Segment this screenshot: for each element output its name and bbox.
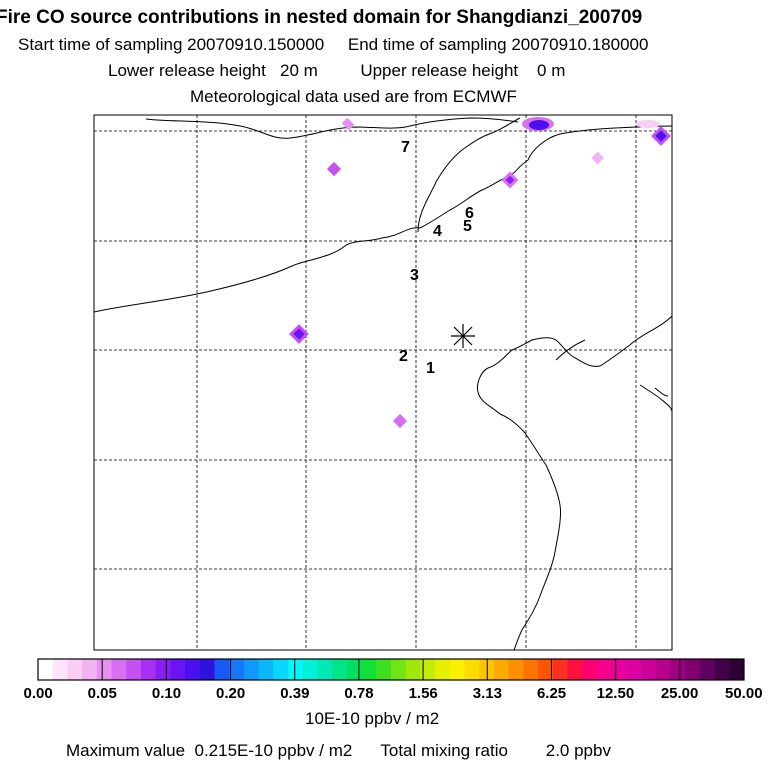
colorbar-tick-label: 3.13: [472, 685, 502, 702]
colorbar-unit: 10E-10 ppbv / m2: [305, 709, 440, 728]
end-label: End time of sampling: [347, 35, 507, 54]
colorbar-tick-label: 0.20: [216, 685, 246, 702]
start-value: 20070910.150000: [187, 35, 325, 54]
release-heights: Lower release height 20 m Upper release …: [108, 62, 565, 79]
trajectory-point: 2: [399, 348, 408, 365]
spot-small-b: [341, 117, 355, 131]
colorbar-tick-label: 1.56: [408, 685, 438, 702]
colorbar-tick-label: 50.00: [725, 685, 763, 702]
colorbar-tick-label: 0.78: [344, 685, 374, 702]
trajectory-point: 5: [463, 218, 472, 235]
sampling-times: Start time of sampling 20070910.150000 E…: [18, 36, 648, 53]
spot-small-d: [392, 413, 408, 429]
trajectory-point: 6: [465, 205, 474, 222]
total-value: 2.0 ppbv: [545, 741, 611, 760]
spot-small-a: [326, 161, 342, 177]
spot-small-c: [591, 151, 605, 165]
start-label: Start time of sampling: [18, 35, 183, 54]
trajectory-point: 7: [401, 139, 410, 156]
lower-label: Lower release height: [108, 61, 266, 80]
chart-title: Fire CO source contributions in nested d…: [0, 7, 643, 28]
colorbar-tick-label: 12.50: [596, 685, 635, 702]
colorbar-tick-label: 25.00: [660, 685, 699, 702]
trajectory-point: 1: [426, 360, 435, 377]
colorbar-tick-label: 0.39: [280, 685, 310, 702]
total-label: Total mixing ratio: [380, 741, 508, 760]
max-value: 0.215E-10 ppbv / m2: [194, 741, 353, 760]
met-data-note: Meteorological data used are from ECMWF: [190, 87, 517, 106]
spot-west-large: [289, 324, 309, 344]
upper-value: 0 m: [537, 61, 566, 80]
colorbar-tick-label: 0.10: [151, 685, 182, 702]
colorbar-tick-label: 0.05: [87, 685, 117, 702]
end-value: 20070910.180000: [511, 35, 649, 54]
spot-north-border-large: [522, 117, 554, 131]
trajectory-point: 3: [410, 267, 419, 284]
colorbar-tick-label: 0.00: [23, 685, 53, 702]
concentration-spots: [289, 117, 671, 429]
trajectory-point: 4: [433, 223, 442, 240]
footer-summary: Maximum value 0.215E-10 ppbv / m2 Total …: [66, 742, 611, 759]
map-frame: [93, 114, 673, 651]
asterisk-icon: [451, 324, 475, 348]
upper-label: Upper release height: [360, 61, 519, 80]
spot-coast-north: [501, 171, 519, 189]
max-label: Maximum value: [66, 741, 186, 760]
lower-value: 20 m: [280, 61, 318, 80]
colorbar-tick-label: 6.25: [536, 685, 567, 702]
